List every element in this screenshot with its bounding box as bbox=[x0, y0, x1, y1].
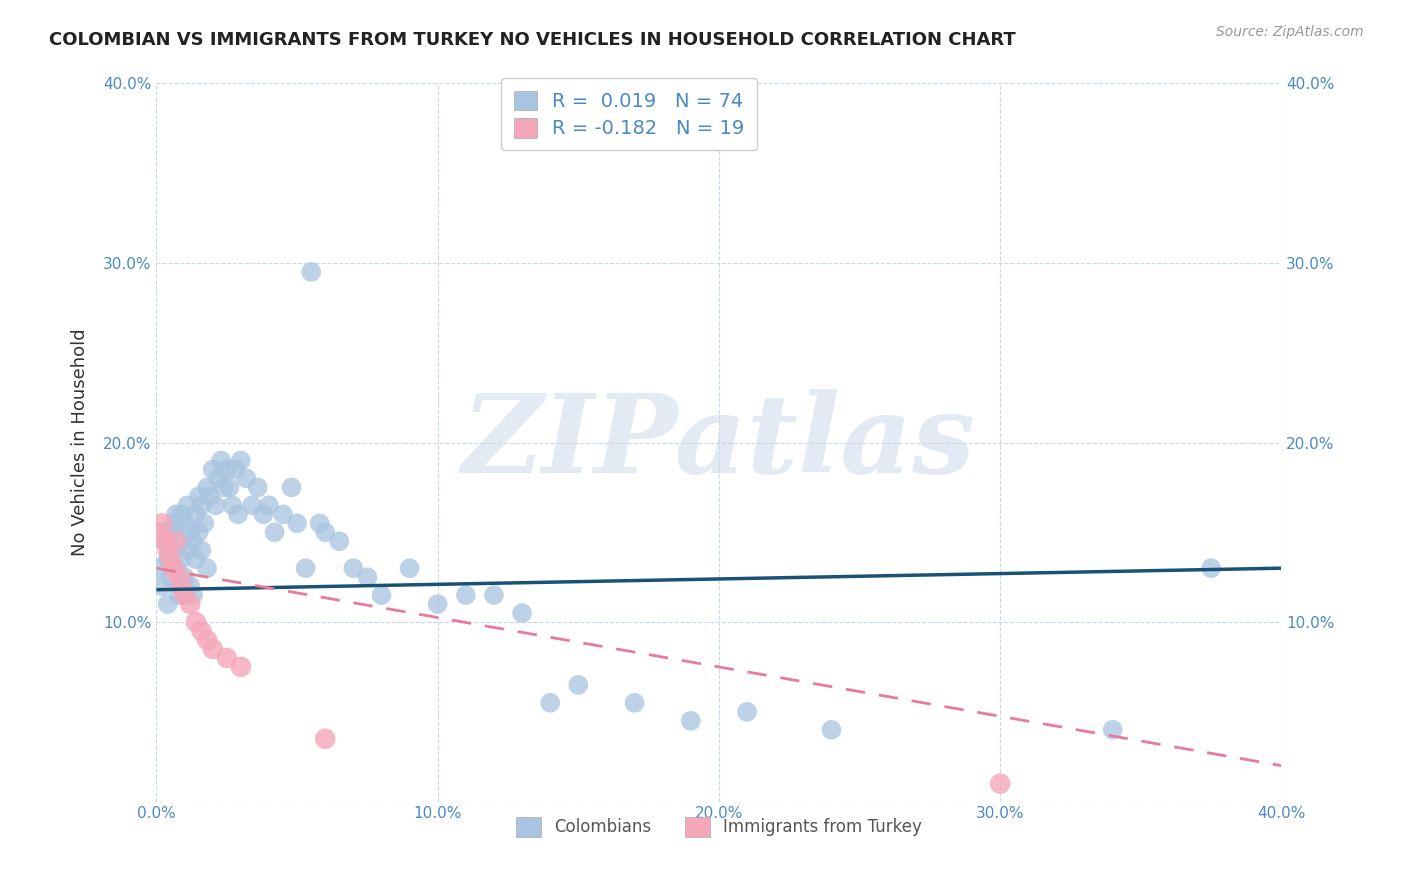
Point bbox=[271, 508, 294, 522]
Point bbox=[167, 588, 190, 602]
Point bbox=[195, 561, 218, 575]
Point bbox=[342, 561, 364, 575]
Point bbox=[235, 471, 257, 485]
Point bbox=[165, 534, 187, 549]
Point bbox=[165, 508, 187, 522]
Point bbox=[285, 516, 308, 531]
Point bbox=[170, 552, 193, 566]
Point bbox=[162, 516, 184, 531]
Point bbox=[212, 480, 235, 494]
Point bbox=[246, 480, 269, 494]
Point bbox=[252, 508, 274, 522]
Point bbox=[159, 570, 181, 584]
Point bbox=[370, 588, 392, 602]
Point bbox=[679, 714, 702, 728]
Point bbox=[328, 534, 350, 549]
Point bbox=[173, 516, 195, 531]
Point bbox=[190, 499, 212, 513]
Point bbox=[184, 615, 207, 629]
Point bbox=[221, 499, 243, 513]
Point bbox=[229, 660, 252, 674]
Point bbox=[153, 534, 176, 549]
Point bbox=[218, 480, 240, 494]
Point bbox=[181, 534, 204, 549]
Point bbox=[187, 489, 209, 503]
Point bbox=[193, 516, 215, 531]
Point bbox=[426, 597, 449, 611]
Legend: Colombians, Immigrants from Turkey: Colombians, Immigrants from Turkey bbox=[509, 810, 928, 844]
Point bbox=[229, 453, 252, 467]
Point bbox=[184, 508, 207, 522]
Point bbox=[190, 543, 212, 558]
Point bbox=[170, 508, 193, 522]
Point bbox=[170, 579, 193, 593]
Point bbox=[820, 723, 842, 737]
Point bbox=[187, 525, 209, 540]
Point bbox=[454, 588, 477, 602]
Point bbox=[195, 480, 218, 494]
Point bbox=[314, 525, 336, 540]
Point bbox=[162, 561, 184, 575]
Point bbox=[398, 561, 420, 575]
Point bbox=[204, 499, 226, 513]
Point bbox=[181, 588, 204, 602]
Point bbox=[156, 597, 179, 611]
Point bbox=[190, 624, 212, 638]
Point bbox=[207, 471, 229, 485]
Point bbox=[538, 696, 561, 710]
Point bbox=[201, 642, 224, 657]
Text: Source: ZipAtlas.com: Source: ZipAtlas.com bbox=[1216, 25, 1364, 39]
Point bbox=[314, 731, 336, 746]
Point bbox=[735, 705, 758, 719]
Point bbox=[148, 561, 170, 575]
Point bbox=[263, 525, 285, 540]
Point bbox=[567, 678, 589, 692]
Point bbox=[280, 480, 302, 494]
Point bbox=[215, 462, 238, 476]
Point bbox=[179, 525, 201, 540]
Point bbox=[215, 651, 238, 665]
Point bbox=[988, 776, 1011, 790]
Point bbox=[165, 561, 187, 575]
Point bbox=[162, 543, 184, 558]
Point bbox=[156, 543, 179, 558]
Point bbox=[510, 606, 533, 620]
Point bbox=[356, 570, 378, 584]
Y-axis label: No Vehicles in Household: No Vehicles in Household bbox=[72, 328, 89, 557]
Point bbox=[299, 265, 322, 279]
Point bbox=[150, 516, 173, 531]
Point bbox=[156, 552, 179, 566]
Point bbox=[1199, 561, 1222, 575]
Point bbox=[226, 508, 249, 522]
Point bbox=[150, 579, 173, 593]
Point bbox=[224, 462, 246, 476]
Point bbox=[294, 561, 316, 575]
Point bbox=[257, 499, 280, 513]
Point bbox=[198, 489, 221, 503]
Point bbox=[159, 552, 181, 566]
Point bbox=[201, 462, 224, 476]
Point bbox=[176, 543, 198, 558]
Point bbox=[195, 632, 218, 647]
Point bbox=[167, 570, 190, 584]
Point bbox=[167, 534, 190, 549]
Point bbox=[176, 499, 198, 513]
Text: ZIPatlas: ZIPatlas bbox=[463, 389, 976, 496]
Point bbox=[240, 499, 263, 513]
Point bbox=[623, 696, 645, 710]
Point bbox=[184, 552, 207, 566]
Point bbox=[179, 579, 201, 593]
Point bbox=[482, 588, 505, 602]
Point bbox=[159, 525, 181, 540]
Text: COLOMBIAN VS IMMIGRANTS FROM TURKEY NO VEHICLES IN HOUSEHOLD CORRELATION CHART: COLOMBIAN VS IMMIGRANTS FROM TURKEY NO V… bbox=[49, 31, 1017, 49]
Point bbox=[173, 570, 195, 584]
Point bbox=[308, 516, 330, 531]
Point bbox=[148, 525, 170, 540]
Point bbox=[209, 453, 232, 467]
Point bbox=[153, 534, 176, 549]
Point bbox=[179, 597, 201, 611]
Point bbox=[1101, 723, 1123, 737]
Point bbox=[173, 588, 195, 602]
